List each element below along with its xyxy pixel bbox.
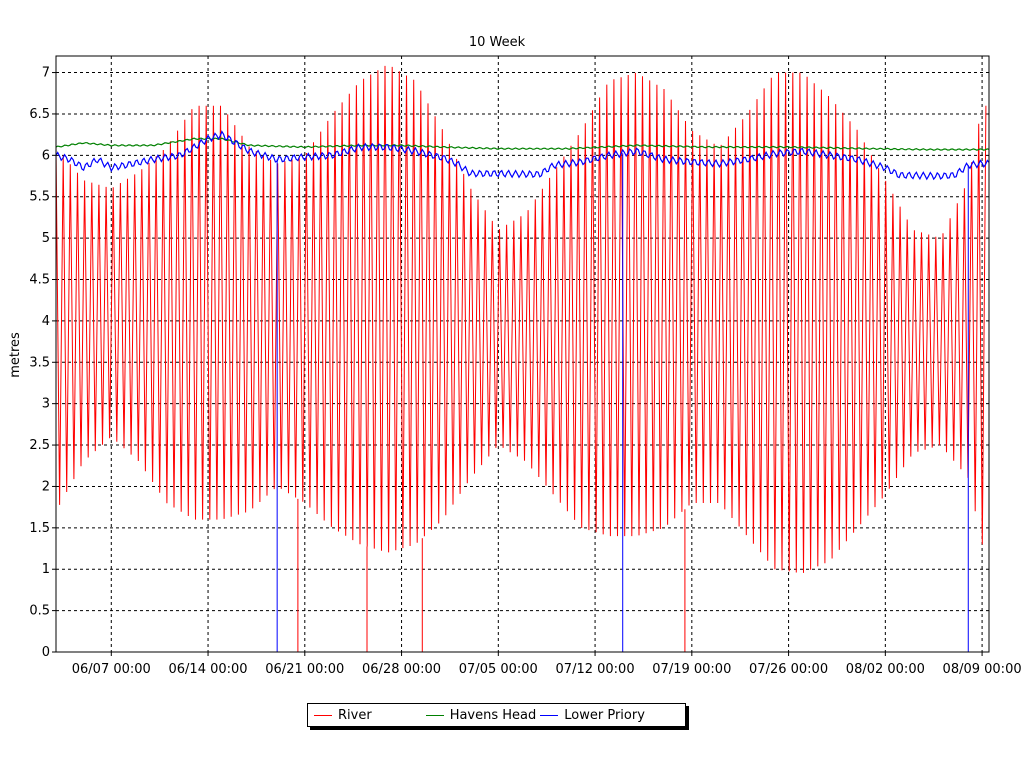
y-tick-labels: 0 0.5 1 1.5 2 2.5 3 3.5 4 4.5 5 5.5 6 6.5 7 <box>29 66 56 660</box>
y-tick-label: 5 <box>42 231 50 246</box>
legend-item-havens-head: Havens Head <box>425 707 537 723</box>
series-line-lower-priory <box>55 130 990 181</box>
y-tick-label: 0.5 <box>29 604 50 619</box>
legend-item-river: River <box>314 708 372 723</box>
y-tick-label: 1.5 <box>29 521 50 536</box>
series-line-havens-head <box>55 137 990 151</box>
y-tick-label: 3.5 <box>29 355 50 370</box>
x-tick-label: 07/19 00:00 <box>652 662 731 677</box>
x-tick-label: 07/12 00:00 <box>556 662 635 677</box>
y-tick-label: 2 <box>42 479 50 494</box>
series-line-river <box>55 65 987 573</box>
y-tick-label: 0 <box>42 645 50 660</box>
plot-frame <box>55 55 990 653</box>
x-tick-label: 06/14 00:00 <box>169 662 248 677</box>
x-tick-label: 07/26 00:00 <box>749 662 828 677</box>
legend-label-havens-head: Havens Head <box>449 707 537 723</box>
legend-item-lower-priory: Lower Priory <box>540 708 645 723</box>
y-tick-label: 7 <box>42 66 50 81</box>
x-tick-label: 08/02 00:00 <box>846 662 925 677</box>
y-tick-label: 4 <box>42 314 50 329</box>
y-tick-label: 4.5 <box>29 273 50 288</box>
series-layer <box>55 65 990 652</box>
x-tick-label: 07/05 00:00 <box>459 662 538 677</box>
y-tick-label: 3 <box>42 397 50 412</box>
legend-label-lower-priory: Lower Priory <box>564 707 645 723</box>
legend-label-river: River <box>338 707 372 723</box>
y-tick-label: 1 <box>42 562 50 577</box>
x-tick-label: 08/09 00:00 <box>943 662 1022 677</box>
y-axis-label: metres <box>8 332 23 378</box>
chart-title: 10 Week <box>469 35 526 50</box>
legend-swatch-havens-head <box>425 714 444 716</box>
y-tick-label: 6 <box>42 148 50 163</box>
x-tick-label: 06/28 00:00 <box>362 662 441 677</box>
y-tick-label: 5.5 <box>29 190 50 205</box>
x-tick-label: 06/07 00:00 <box>72 662 151 677</box>
y-tick-label: 2.5 <box>29 438 50 453</box>
x-tick-labels: 06/07 00:00 06/14 00:00 06/21 00:00 06/28 0… <box>72 652 1022 677</box>
chart-legend: River Havens Head Lower Priory <box>307 703 686 727</box>
x-tick-label: 06/21 00:00 <box>265 662 344 677</box>
y-tick-label: 6.5 <box>29 107 50 122</box>
legend-swatch-river <box>314 714 332 716</box>
legend-swatch-lower-priory <box>540 714 559 716</box>
